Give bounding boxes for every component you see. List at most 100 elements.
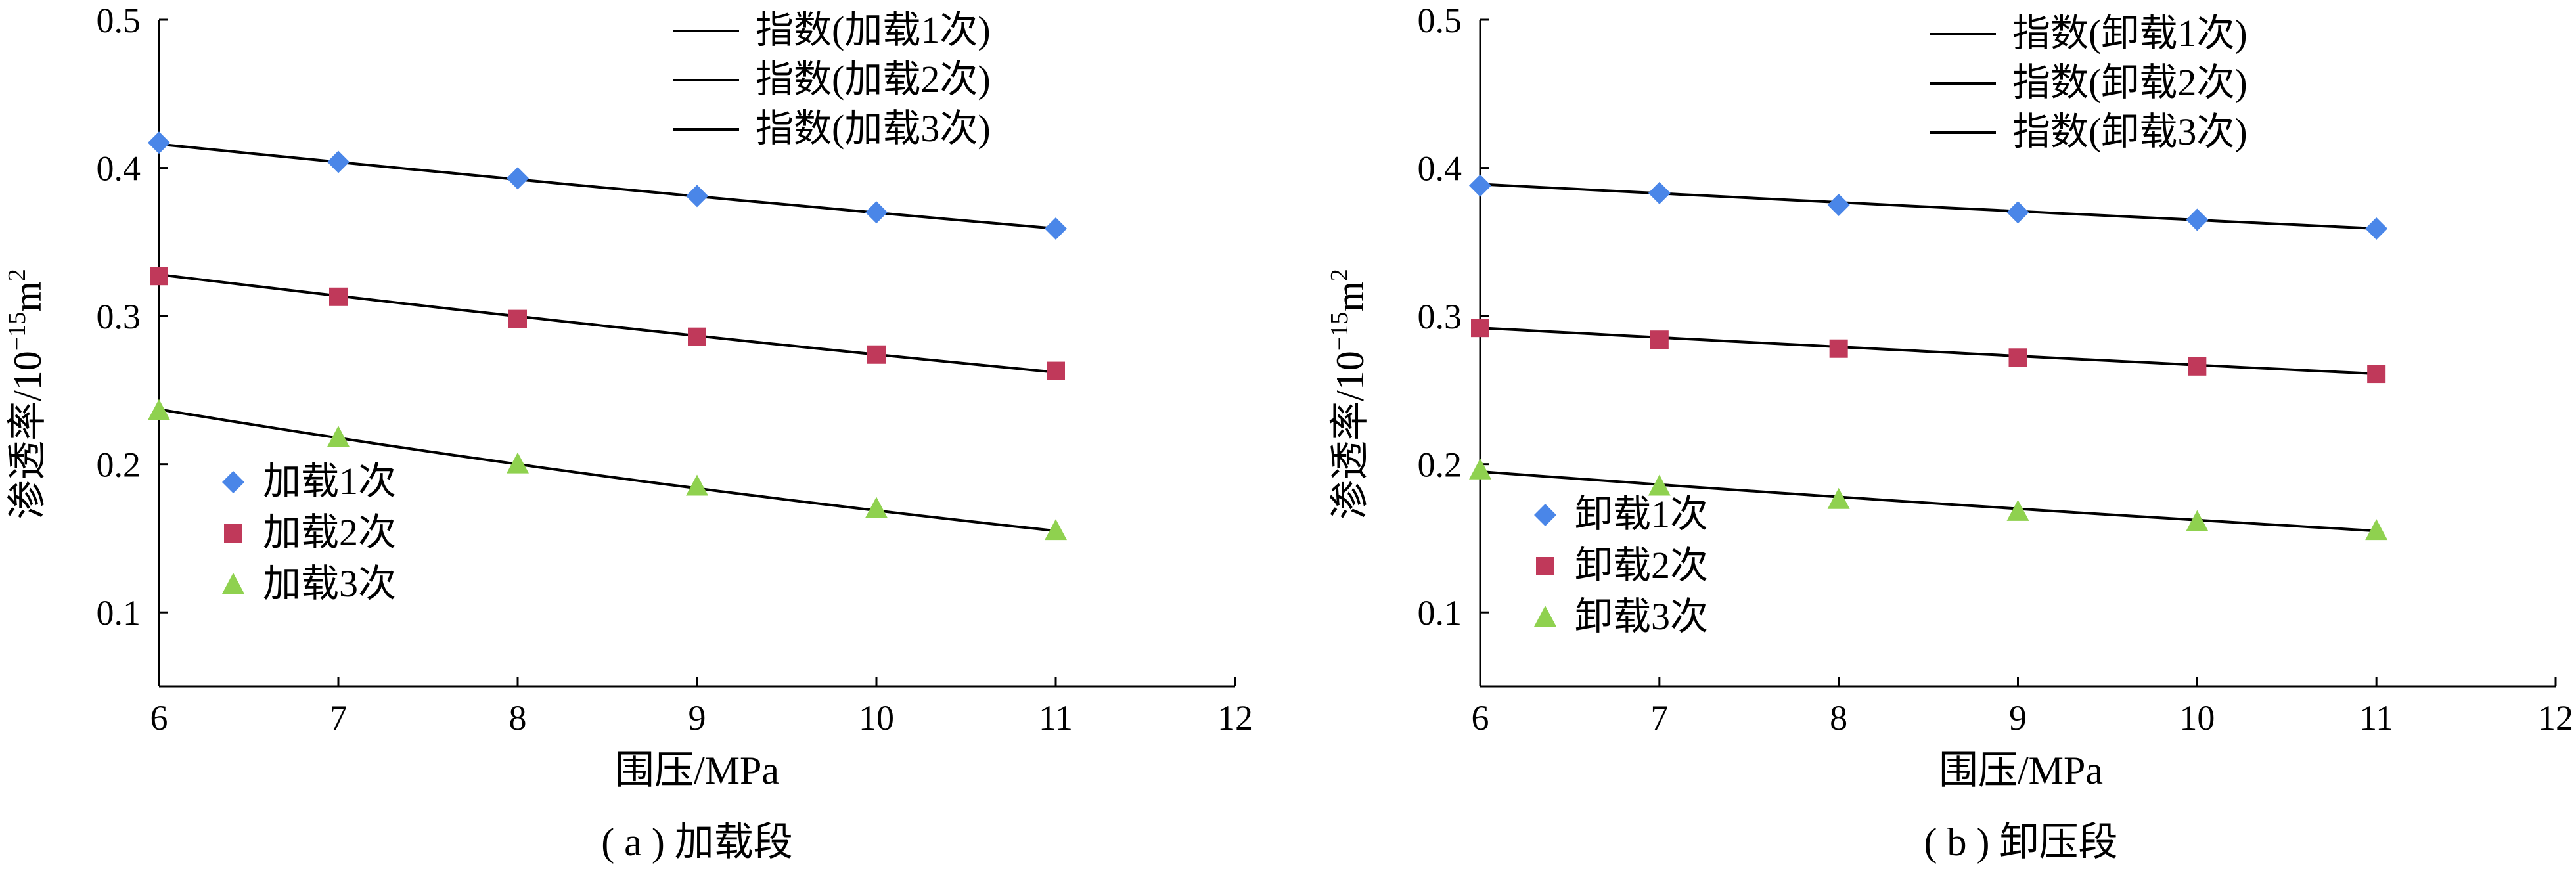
data-point-series-3 <box>148 399 170 420</box>
data-point-series-2 <box>508 309 527 328</box>
svg-text:渗透率/10−15m2: 渗透率/10−15m2 <box>3 269 49 520</box>
y-tick-label: 0.2 <box>1418 445 1462 485</box>
x-tick-label: 12 <box>1217 698 1253 738</box>
fit-line-3 <box>158 408 1056 533</box>
marker-legend-label: 加载1次 <box>263 460 396 503</box>
x-tick-label: 7 <box>1650 698 1668 738</box>
y-tick-label: 0.5 <box>1418 1 1462 40</box>
marker-legend-label: 卸载2次 <box>1575 544 1708 587</box>
marker-legend-symbol <box>222 573 244 594</box>
marker-legend-label: 加载3次 <box>263 562 396 605</box>
x-tick-label: 7 <box>330 698 348 738</box>
data-point-series-3 <box>1827 487 1850 509</box>
fit-line-1 <box>1480 183 2377 230</box>
chart-panel-unloading: 6 7 8 9 10 11 12 0.1 0.2 0.3 0.4 0.5 指数(卸载1次) 指数(卸载2… <box>1326 1 2573 864</box>
data-point-series-1 <box>1045 217 1067 240</box>
y-tick-label: 0.1 <box>97 593 141 633</box>
data-point-series-3 <box>1648 474 1671 496</box>
data-point-series-2 <box>1471 319 1489 338</box>
y-axis-label-unit: m <box>1328 281 1372 312</box>
data-point-series-1 <box>148 131 170 154</box>
fit-legend-label: 指数(加载1次) <box>756 9 991 51</box>
data-point-series-2 <box>1047 361 1065 380</box>
data-point-series-1 <box>865 201 888 224</box>
fit-legend-label: 指数(加载2次) <box>756 58 991 101</box>
y-tick-label: 0.2 <box>97 445 141 485</box>
data-point-series-3 <box>2365 519 2388 541</box>
y-tick-label: 0.3 <box>1418 297 1462 336</box>
fit-legend-label: 指数(卸载3次) <box>2012 110 2248 153</box>
x-axis-label: 围压/MPa <box>1939 749 2103 792</box>
fit-legend: 指数(加载1次) 指数(加载2次) 指数(加载3次) <box>673 9 991 150</box>
data-point-series-2 <box>1650 330 1669 349</box>
x-axis-label: 围压/MPa <box>615 749 779 792</box>
y-tick-label: 0.4 <box>1418 149 1462 189</box>
tick-labels: 6 7 8 9 10 11 12 0.1 0.2 0.3 0.4 0.5 <box>97 1 1254 738</box>
x-tick-label: 11 <box>1039 698 1073 738</box>
data-point-series-3 <box>507 452 529 474</box>
x-tick-label: 12 <box>2538 698 2573 738</box>
fit-legend-label: 指数(卸载1次) <box>2012 12 2248 55</box>
tick-labels: 6 7 8 9 10 11 12 0.1 0.2 0.3 0.4 0.5 <box>1418 1 2574 738</box>
y-tick-label: 0.4 <box>97 149 141 189</box>
axes <box>158 18 1236 688</box>
data-point-series-3 <box>2186 510 2209 531</box>
x-tick-label: 6 <box>150 698 168 738</box>
x-tick-label: 8 <box>509 698 527 738</box>
y-axis-label-main: 渗透率/10 <box>6 351 49 520</box>
marker-legend-label: 加载2次 <box>263 511 396 554</box>
fit-lines <box>1480 183 2377 533</box>
marker-legend-label: 卸载3次 <box>1575 595 1708 638</box>
fit-line-1 <box>158 143 1056 230</box>
y-tick-label: 0.5 <box>97 1 141 40</box>
data-point-series-2 <box>329 287 348 306</box>
data-point-series-1 <box>686 185 708 208</box>
fit-legend: 指数(卸载1次) 指数(卸载2次) 指数(卸载3次) <box>1930 12 2248 153</box>
data-point-series-3 <box>1045 519 1067 541</box>
data-points <box>1469 174 2388 541</box>
data-point-series-1 <box>1827 193 1850 216</box>
svg-text:渗透率/10−15m2: 渗透率/10−15m2 <box>1326 269 1372 520</box>
panel-caption: ( a ) 加载段 <box>601 820 793 864</box>
y-axis-label: 渗透率/10−15m2 <box>3 269 49 520</box>
marker-legend-symbol <box>1536 557 1554 575</box>
fit-legend-label: 指数(卸载2次) <box>2012 61 2248 104</box>
marker-legend-symbol <box>222 471 244 493</box>
data-point-series-1 <box>507 167 529 190</box>
data-point-series-3 <box>865 497 888 518</box>
data-point-series-2 <box>1829 339 1848 358</box>
fit-line-3 <box>1480 470 2377 533</box>
data-point-series-2 <box>867 345 886 364</box>
data-point-series-2 <box>2008 348 2027 367</box>
x-tick-label: 11 <box>2359 698 2393 738</box>
data-point-series-1 <box>327 150 350 173</box>
y-axis-label-unit-exponent: 2 <box>1326 269 1353 281</box>
y-axis-label: 渗透率/10−15m2 <box>1326 269 1372 520</box>
x-tick-label: 9 <box>689 698 706 738</box>
y-axis-label-main: 渗透率/10 <box>1328 351 1372 520</box>
y-axis-label-exponent: −15 <box>1326 312 1353 351</box>
data-point-series-1 <box>1469 174 1491 197</box>
fit-lines <box>158 143 1056 533</box>
data-point-series-2 <box>2188 357 2207 376</box>
data-point-series-2 <box>150 267 168 286</box>
data-point-series-1 <box>2365 217 2388 240</box>
y-axis-label-unit: m <box>6 281 49 312</box>
x-tick-label: 10 <box>859 698 894 738</box>
data-point-series-3 <box>2006 499 2029 521</box>
marker-legend-symbol <box>1534 606 1556 627</box>
fit-line-2 <box>158 273 1056 374</box>
marker-legend-symbol <box>1534 504 1556 526</box>
data-point-series-2 <box>688 327 706 346</box>
x-tick-label: 8 <box>1830 698 1847 738</box>
data-point-series-1 <box>1648 181 1671 204</box>
data-points <box>148 131 1067 541</box>
x-tick-label: 10 <box>2179 698 2215 738</box>
chart-panel-loading: 6 7 8 9 10 11 12 0.1 0.2 0.3 0.4 0.5 指数(加载1次) 指数(加载2… <box>3 1 1253 864</box>
fit-line-2 <box>1480 326 2377 376</box>
marker-legend-label: 卸载1次 <box>1575 493 1708 535</box>
marker-legend-symbol <box>224 524 242 543</box>
